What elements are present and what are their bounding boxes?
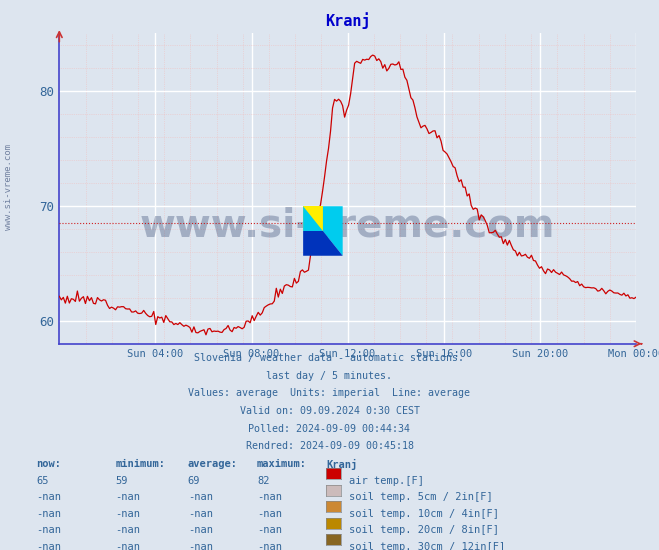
Text: -nan: -nan bbox=[36, 509, 61, 519]
Text: 59: 59 bbox=[115, 476, 128, 486]
Text: www.si-vreme.com: www.si-vreme.com bbox=[140, 207, 556, 245]
Text: -nan: -nan bbox=[188, 525, 213, 535]
Title: Kranj: Kranj bbox=[325, 12, 370, 29]
Text: -nan: -nan bbox=[115, 525, 140, 535]
Text: maximum:: maximum: bbox=[257, 459, 307, 469]
Text: soil temp. 10cm / 4in[F]: soil temp. 10cm / 4in[F] bbox=[349, 509, 499, 519]
Text: -nan: -nan bbox=[36, 542, 61, 550]
Polygon shape bbox=[303, 206, 323, 231]
Text: air temp.[F]: air temp.[F] bbox=[349, 476, 424, 486]
Text: 65: 65 bbox=[36, 476, 49, 486]
Text: -nan: -nan bbox=[36, 492, 61, 502]
Text: minimum:: minimum: bbox=[115, 459, 165, 469]
Text: -nan: -nan bbox=[257, 492, 282, 502]
Text: -nan: -nan bbox=[115, 542, 140, 550]
Text: soil temp. 20cm / 8in[F]: soil temp. 20cm / 8in[F] bbox=[349, 525, 499, 535]
Text: -nan: -nan bbox=[257, 525, 282, 535]
Text: average:: average: bbox=[188, 459, 238, 469]
Text: Rendred: 2024-09-09 00:45:18: Rendred: 2024-09-09 00:45:18 bbox=[246, 441, 413, 451]
Text: last day / 5 minutes.: last day / 5 minutes. bbox=[266, 371, 393, 381]
Text: -nan: -nan bbox=[115, 509, 140, 519]
Text: Valid on: 09.09.2024 0:30 CEST: Valid on: 09.09.2024 0:30 CEST bbox=[239, 406, 420, 416]
Text: www.si-vreme.com: www.si-vreme.com bbox=[4, 144, 13, 230]
Text: 69: 69 bbox=[188, 476, 200, 486]
Text: Kranj: Kranj bbox=[326, 459, 357, 470]
Text: soil temp. 5cm / 2in[F]: soil temp. 5cm / 2in[F] bbox=[349, 492, 492, 502]
Text: -nan: -nan bbox=[188, 492, 213, 502]
Bar bbox=[303, 206, 323, 231]
Text: -nan: -nan bbox=[36, 525, 61, 535]
Text: Values: average  Units: imperial  Line: average: Values: average Units: imperial Line: av… bbox=[188, 388, 471, 398]
Text: soil temp. 30cm / 12in[F]: soil temp. 30cm / 12in[F] bbox=[349, 542, 505, 550]
Polygon shape bbox=[303, 231, 343, 256]
Text: now:: now: bbox=[36, 459, 61, 469]
Text: Polled: 2024-09-09 00:44:34: Polled: 2024-09-09 00:44:34 bbox=[248, 424, 411, 433]
Text: -nan: -nan bbox=[257, 542, 282, 550]
Text: Slovenia / weather data - automatic stations.: Slovenia / weather data - automatic stat… bbox=[194, 353, 465, 363]
Text: -nan: -nan bbox=[188, 542, 213, 550]
Text: -nan: -nan bbox=[188, 509, 213, 519]
Text: -nan: -nan bbox=[115, 492, 140, 502]
Polygon shape bbox=[323, 206, 343, 256]
Text: -nan: -nan bbox=[257, 509, 282, 519]
Text: 82: 82 bbox=[257, 476, 270, 486]
